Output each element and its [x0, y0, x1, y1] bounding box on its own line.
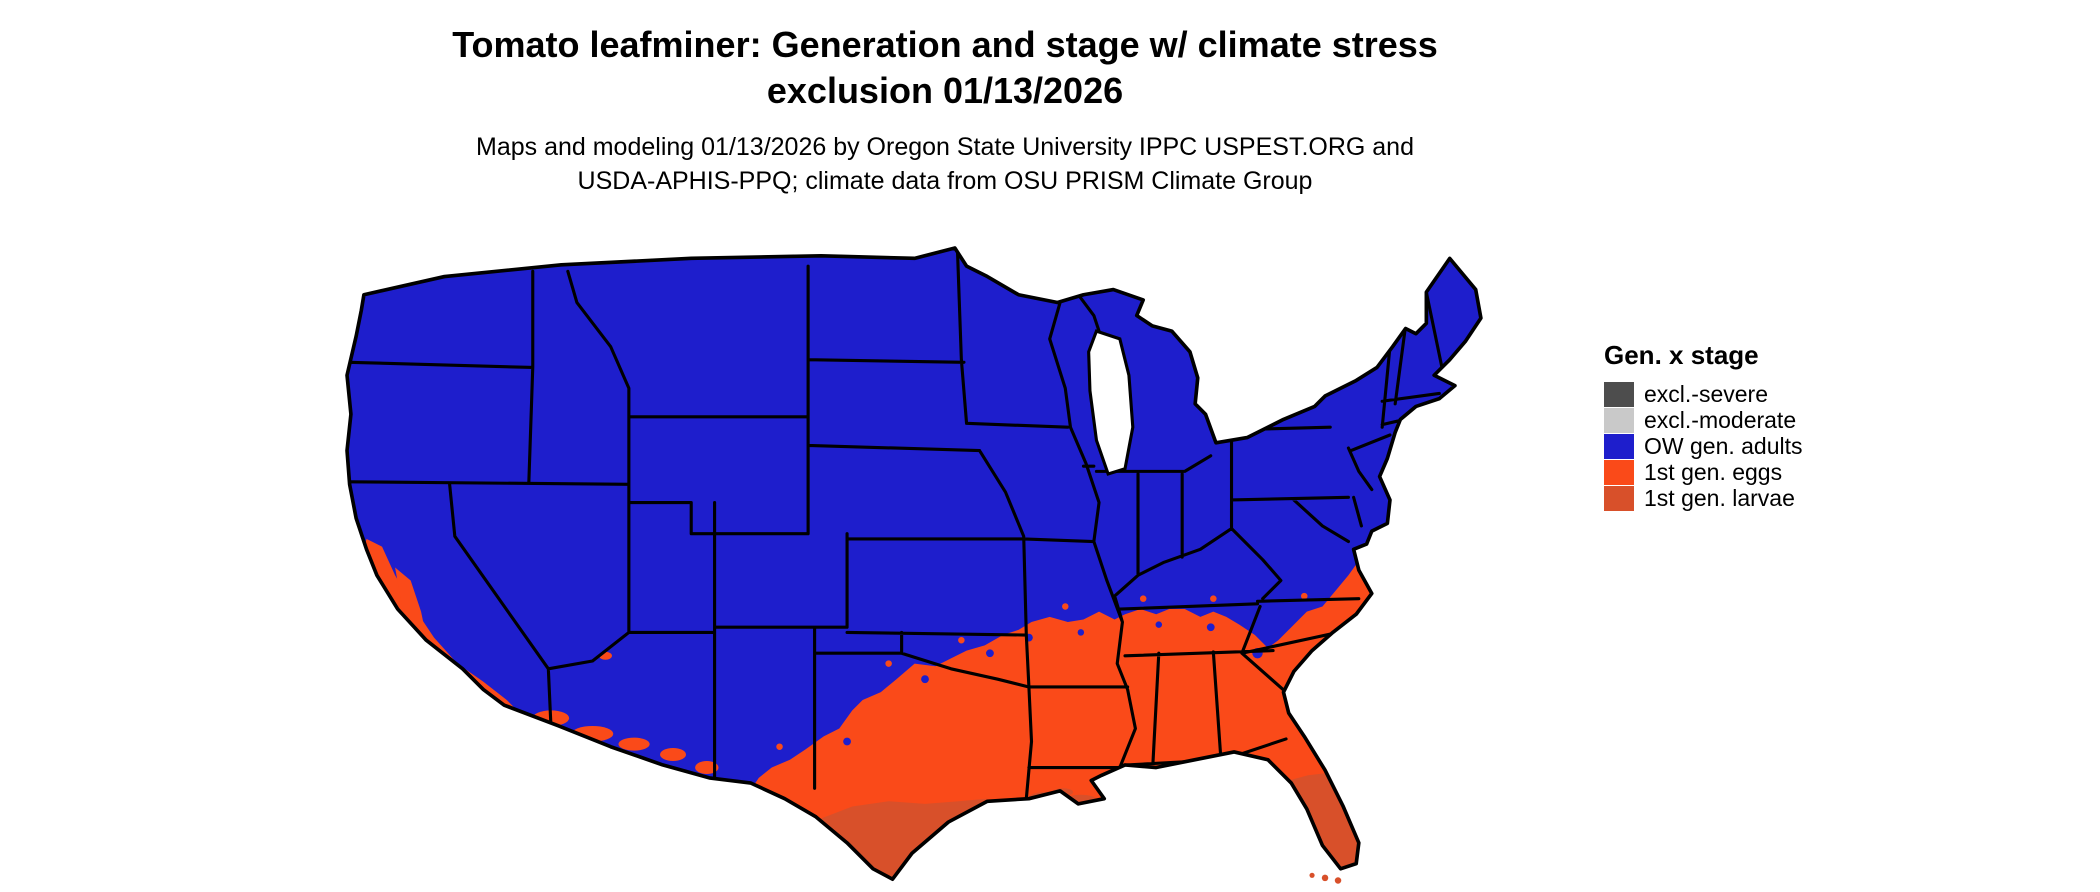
lake-michigan [1087, 329, 1135, 476]
us-map [300, 222, 1550, 887]
legend-title: Gen. x stage [1604, 340, 1759, 370]
legend: Gen. x stage excl.-severe excl.-moderate… [1604, 340, 1803, 511]
legend-label-excl-severe: excl.-severe [1644, 380, 1768, 407]
legend-swatch-first-gen-eggs [1604, 459, 1634, 485]
legend-label-excl-moderate: excl.-moderate [1644, 406, 1797, 433]
legend-row-excl-moderate: excl.-moderate [1604, 407, 1803, 433]
legend-row-ow-gen-adults: OW gen. adults [1604, 433, 1803, 459]
legend-swatch-ow-gen-adults [1604, 433, 1634, 459]
legend-row-first-gen-eggs: 1st gen. eggs [1604, 459, 1803, 485]
figure-title-line1: Tomato leafminer: Generation and stage w… [452, 24, 1438, 65]
title-block: Tomato leafminer: Generation and stage w… [0, 22, 1890, 198]
model-speckles-orange [776, 592, 1308, 750]
figure-title: Tomato leafminer: Generation and stage w… [0, 22, 1890, 114]
legend-swatch-excl-moderate [1604, 407, 1634, 433]
state-borders [347, 249, 1444, 801]
legend-row-excl-severe: excl.-severe [1604, 381, 1803, 407]
figure-subtitle-line1: Maps and modeling 01/13/2026 by Oregon S… [476, 133, 1414, 162]
figure-title-line2: exclusion 01/13/2026 [766, 70, 1124, 112]
florida-keys-dots [1309, 872, 1342, 884]
us-outline [345, 246, 1483, 882]
legend-swatch-first-gen-larvae [1604, 485, 1634, 511]
legend-label-ow-gen-adults: OW gen. adults [1644, 432, 1803, 459]
us-map-svg [345, 246, 1483, 884]
legend-row-first-gen-larvae: 1st gen. larvae [1604, 485, 1803, 511]
legend-swatch-excl-severe [1604, 381, 1634, 407]
figure-subtitle-line2: USDA-APHIS-PPQ; climate data from OSU PR… [577, 167, 1313, 196]
legend-label-first-gen-eggs: 1st gen. eggs [1644, 458, 1783, 485]
legend-label-first-gen-larvae: 1st gen. larvae [1644, 484, 1795, 511]
figure-subtitle: Maps and modeling 01/13/2026 by Oregon S… [0, 130, 1890, 198]
